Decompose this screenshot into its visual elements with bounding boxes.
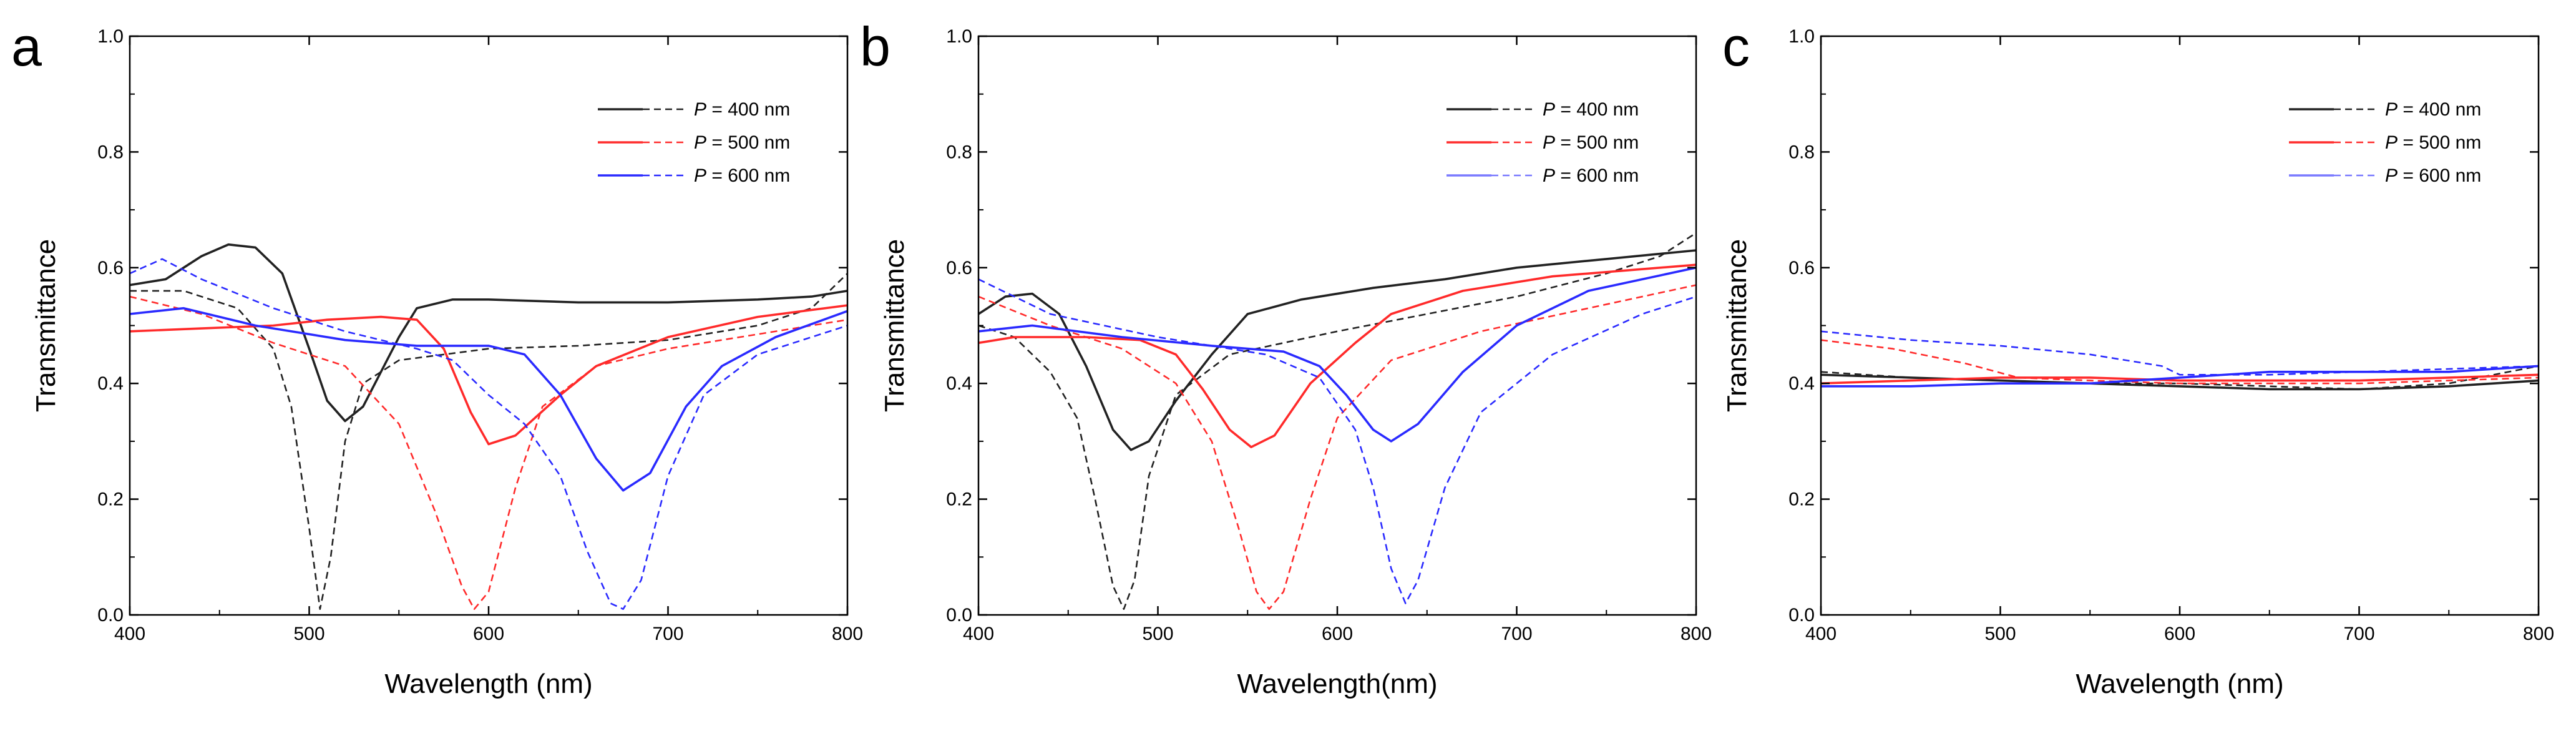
y-tick-label: 1.0 — [946, 26, 972, 47]
x-axis-title: Wavelength (nm) — [2076, 669, 2283, 699]
series-line-c-3 — [1820, 373, 2539, 385]
legend-label: P = 500 nm — [1543, 132, 1639, 153]
series-line-b-3 — [978, 263, 1697, 448]
y-tick-label: 0.8 — [946, 142, 972, 162]
series-line-a-5 — [129, 307, 848, 492]
y-axis-title: Transmittance — [1722, 239, 1752, 412]
x-tick-label: 500 — [1142, 624, 1173, 644]
x-axis-title: Wavelength(nm) — [1237, 669, 1437, 699]
legend-label: P = 400 nm — [2385, 99, 2481, 120]
y-tick-label: 0.0 — [1788, 605, 1815, 626]
y-tick-label: 0.6 — [1788, 258, 1815, 278]
y-tick-label: 0.4 — [97, 373, 124, 394]
panel-letter: c — [1722, 16, 1750, 77]
x-tick-label: 700 — [1501, 624, 1532, 644]
y-tick-label: 0.4 — [1788, 373, 1815, 394]
legend-label: P = 400 nm — [1543, 99, 1639, 120]
y-tick-label: 0.0 — [97, 605, 124, 626]
y-tick-label: 0.8 — [1788, 142, 1815, 162]
y-tick-label: 0.8 — [97, 142, 124, 162]
x-axis-title: Wavelength (nm) — [384, 669, 592, 699]
x-tick-label: 700 — [652, 624, 683, 644]
series-line-b-1 — [978, 249, 1697, 451]
series-line-b-6 — [978, 278, 1697, 604]
series-line-c-6 — [1820, 330, 2539, 376]
y-tick-label: 0.0 — [946, 605, 972, 626]
series-line-a-6 — [129, 258, 848, 610]
plot-frame — [977, 35, 1697, 616]
x-tick-label: 500 — [293, 624, 324, 644]
x-tick-label: 400 — [963, 624, 994, 644]
series-line-a-3 — [129, 304, 848, 446]
y-tick-label: 0.4 — [946, 373, 972, 394]
series-line-a-1 — [129, 243, 848, 423]
x-tick-label: 800 — [2523, 624, 2554, 644]
panel-letter: a — [11, 16, 42, 77]
panel-letter: b — [860, 16, 890, 77]
legend-label: P = 600 nm — [694, 165, 790, 186]
series-line-c-4 — [1820, 339, 2539, 385]
plot-frame — [129, 35, 849, 616]
plot-frame — [1820, 35, 2540, 616]
y-axis-title: Transmittance — [879, 239, 910, 412]
series-line-c-5 — [1821, 365, 2539, 388]
y-axis-title: Transmittance — [31, 239, 61, 412]
y-tick-label: 1.0 — [97, 26, 124, 47]
x-tick-label: 400 — [114, 624, 145, 644]
legend-label: P = 500 nm — [694, 132, 790, 153]
x-tick-label: 800 — [1681, 624, 1712, 644]
legend-label: P = 600 nm — [2385, 165, 2481, 186]
x-tick-label: 600 — [1322, 624, 1353, 644]
y-tick-label: 0.2 — [1788, 489, 1815, 510]
legend-label: P = 500 nm — [2385, 132, 2481, 153]
series-line-b-2 — [978, 232, 1697, 610]
series-line-b-5 — [978, 267, 1697, 443]
legend-label: P = 400 nm — [694, 99, 790, 120]
chart-panel-b: b 400 500 600 700 800 0.0 0.2 0.4 0.6 0.8 1.0 Wavele… — [860, 16, 1712, 699]
series-line-a-2 — [130, 273, 848, 610]
series-line-b-4 — [978, 284, 1697, 610]
y-tick-label: 1.0 — [1788, 26, 1815, 47]
chart-panel-a: a 400 500 600 700 800 0.0 0.2 0.4 0.6 0.8 1.0 Wavele… — [11, 16, 863, 699]
chart-panel-c: c 400 500 600 700 800 0.0 0.2 0.4 0.6 0.8 1.0 Wavele… — [1722, 16, 2554, 699]
x-tick-label: 500 — [1984, 624, 2016, 644]
y-tick-label: 0.6 — [97, 258, 124, 278]
series-line-c-2 — [1820, 365, 2539, 390]
x-tick-label: 700 — [2343, 624, 2374, 644]
y-tick-label: 0.2 — [946, 489, 972, 510]
series-line-a-4 — [129, 295, 848, 610]
legend-label: P = 600 nm — [1543, 165, 1639, 186]
y-tick-label: 0.2 — [97, 489, 124, 510]
x-tick-label: 600 — [473, 624, 504, 644]
x-tick-label: 400 — [1805, 624, 1837, 644]
y-tick-label: 0.6 — [946, 258, 972, 278]
x-tick-label: 600 — [2164, 624, 2195, 644]
x-tick-label: 800 — [832, 624, 863, 644]
